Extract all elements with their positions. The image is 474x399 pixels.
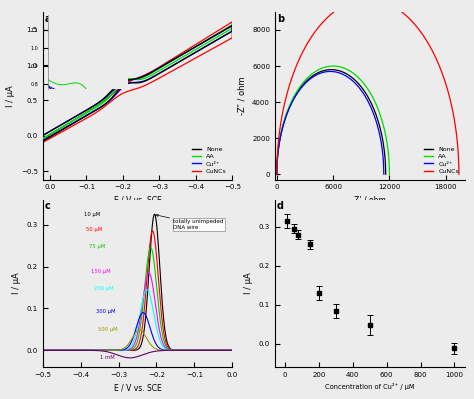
Line: Cu²⁺: Cu²⁺ [277, 71, 384, 174]
CuNCs [393, 5, 399, 10]
CuNCs [456, 172, 462, 176]
Text: 200 μM: 200 μM [94, 286, 113, 291]
None [274, 172, 280, 176]
None [345, 72, 351, 77]
Text: 150 μM: 150 μM [91, 269, 111, 275]
AA [350, 71, 356, 75]
X-axis label: E / V vs. SCE: E / V vs. SCE [114, 383, 161, 393]
X-axis label: Concentration of Cu²⁺ / μM: Concentration of Cu²⁺ / μM [325, 383, 414, 391]
None [274, 171, 280, 176]
AA [274, 172, 280, 176]
AA [387, 172, 392, 176]
X-axis label: Z’ / ohm: Z’ / ohm [354, 196, 386, 205]
Text: 500 μM: 500 μM [98, 327, 117, 332]
None [328, 67, 334, 72]
AA [347, 69, 353, 73]
CuNCs [452, 123, 458, 128]
Text: b: b [277, 14, 284, 24]
None [383, 172, 389, 176]
Cu²⁺ [274, 172, 280, 176]
Text: a: a [45, 14, 51, 24]
Cu²⁺ [381, 172, 387, 176]
Text: c: c [45, 201, 50, 211]
None [381, 142, 386, 147]
None [377, 123, 383, 128]
Cu²⁺ [274, 171, 280, 176]
Line: None: None [277, 70, 386, 174]
Cu²⁺ [327, 69, 333, 74]
Text: 75 μM: 75 μM [89, 244, 105, 249]
CuNCs [365, 0, 370, 2]
Legend: None, AA, Cu²⁺, CuNCs: None, AA, Cu²⁺, CuNCs [421, 144, 461, 176]
Cu²⁺ [379, 143, 384, 148]
Line: AA: AA [277, 66, 390, 174]
Y-axis label: I / μA: I / μA [244, 273, 253, 294]
Cu²⁺ [343, 73, 349, 78]
AA [380, 122, 386, 126]
Cu²⁺ [346, 76, 352, 81]
None [348, 74, 354, 79]
Text: d: d [277, 201, 284, 211]
CuNCs [397, 8, 403, 13]
CuNCs [446, 91, 451, 95]
Text: 10 μM: 10 μM [84, 211, 100, 217]
Y-axis label: I / μA: I / μA [12, 273, 21, 294]
Text: 50 μM: 50 μM [86, 227, 102, 232]
CuNCs [274, 170, 280, 175]
Text: 300 μM: 300 μM [96, 309, 115, 314]
CuNCs [392, 5, 398, 10]
CuNCs [274, 172, 280, 176]
Text: 1 mM: 1 mM [100, 355, 114, 359]
AA [384, 142, 390, 146]
Line: CuNCs: CuNCs [277, 0, 459, 174]
Text: totally unimpeded
DNA wire: totally unimpeded DNA wire [156, 214, 224, 230]
None [345, 72, 350, 77]
AA [330, 63, 336, 68]
Y-axis label: I / μA: I / μA [6, 85, 15, 107]
Cu²⁺ [344, 74, 349, 79]
Cu²⁺ [375, 124, 381, 129]
X-axis label: E / V vs. SCE: E / V vs. SCE [114, 196, 161, 205]
Y-axis label: -Z″ / ohm: -Z″ / ohm [237, 77, 246, 115]
AA [274, 171, 280, 176]
Legend: None, AA, Cu²⁺, CuNCs: None, AA, Cu²⁺, CuNCs [189, 144, 229, 176]
AA [347, 69, 353, 73]
